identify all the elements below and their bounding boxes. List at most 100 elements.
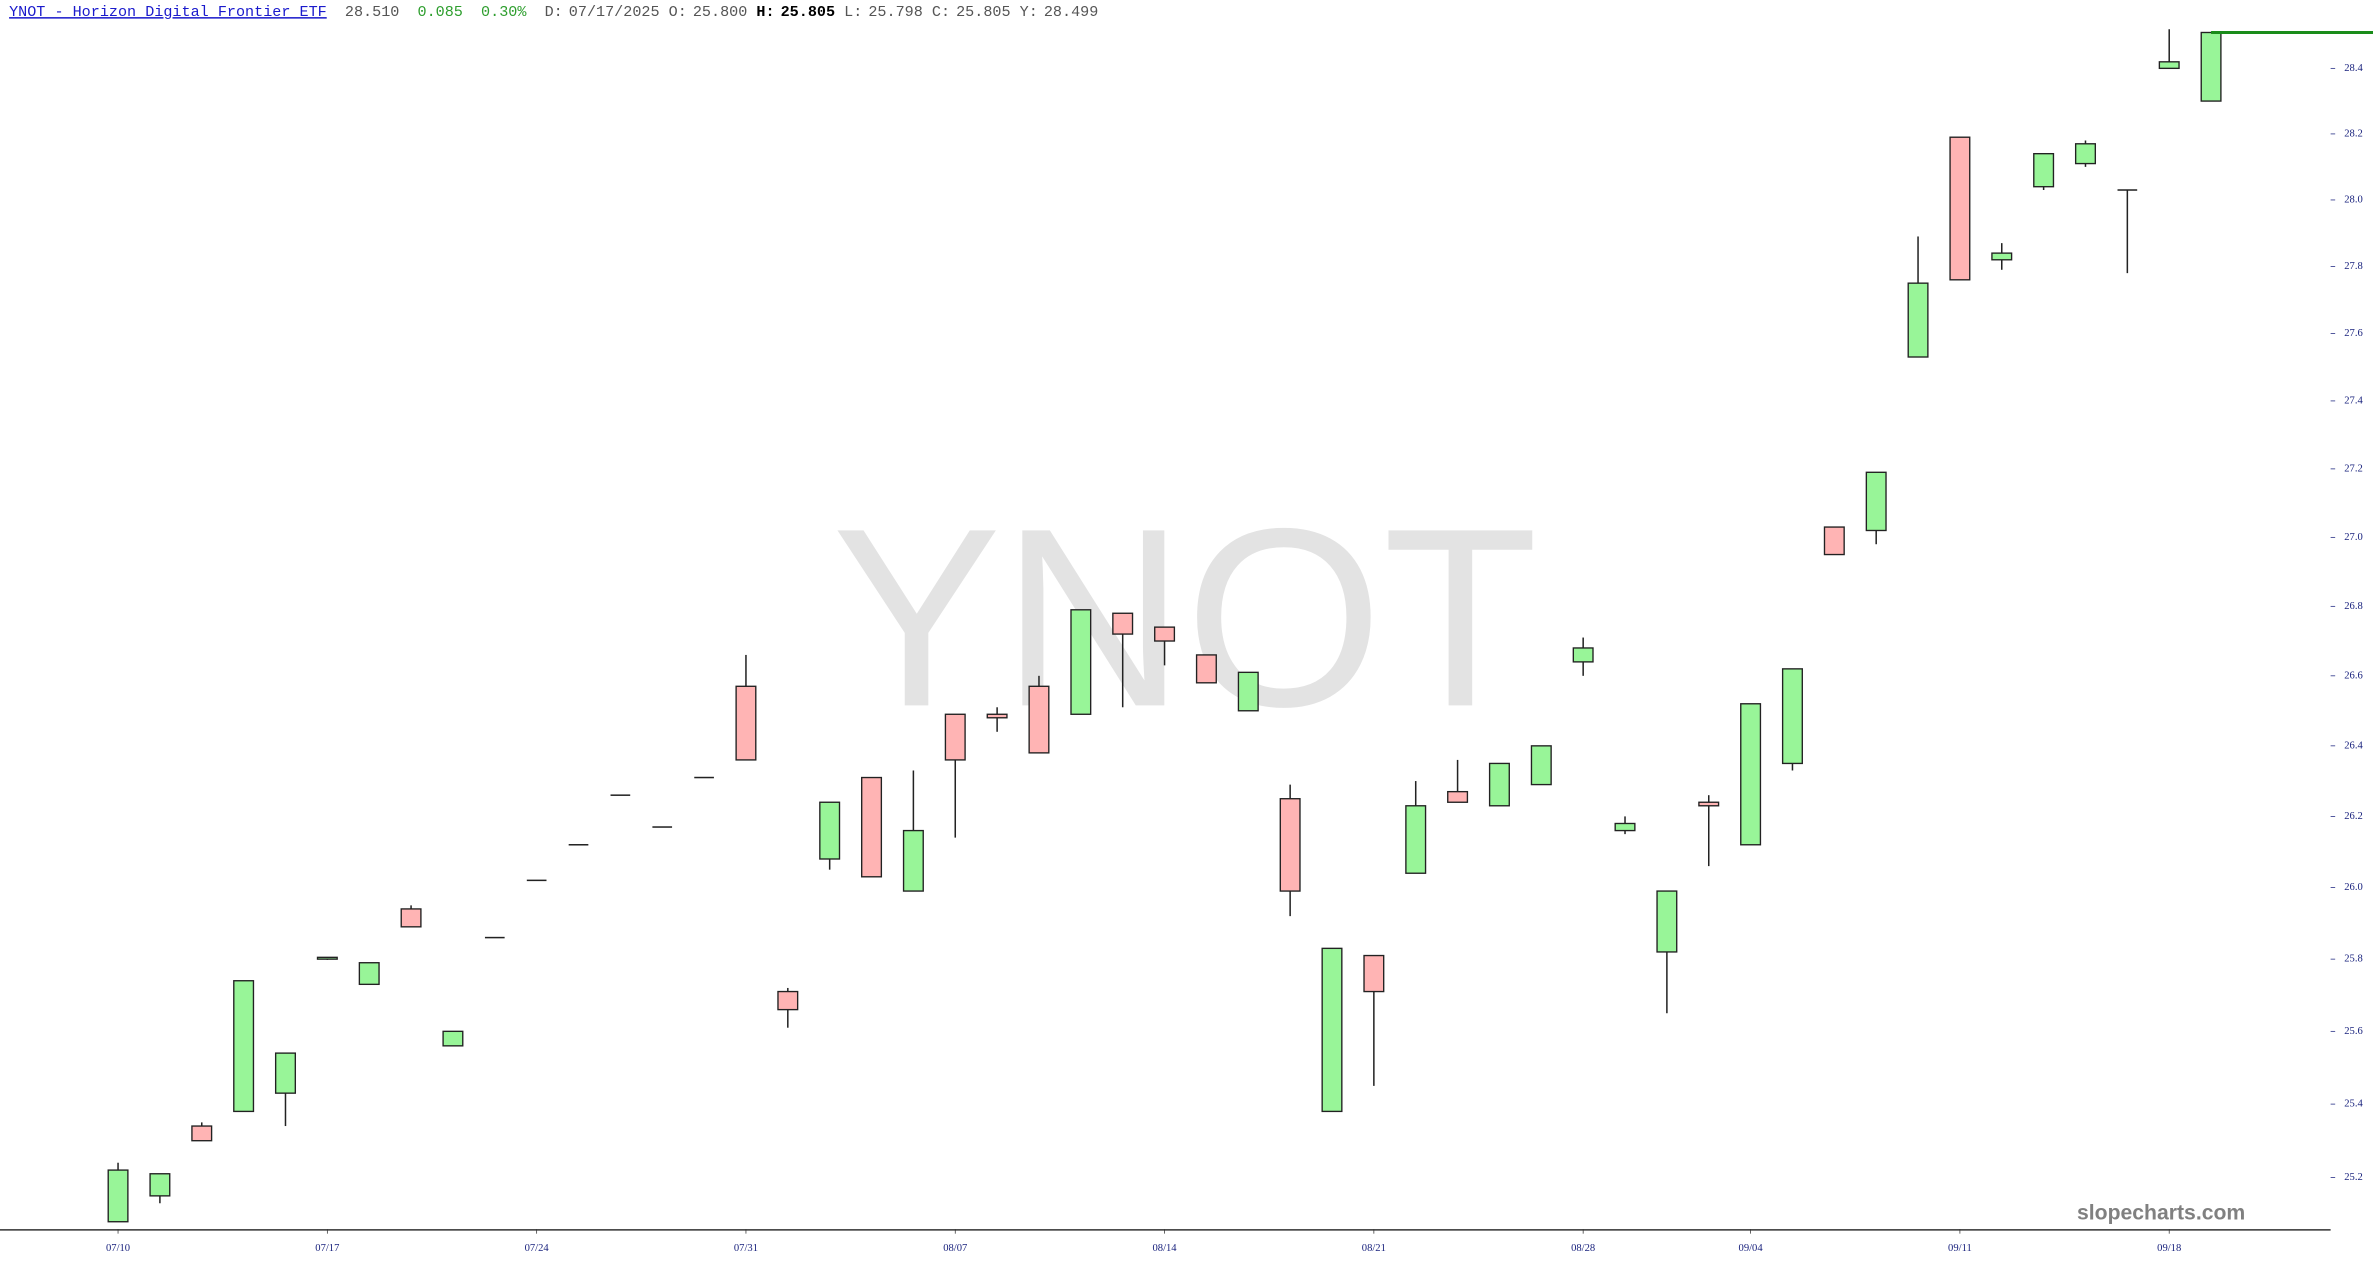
candle-body — [1363, 954, 1385, 993]
hover-value: 28.499 — [1044, 3, 1098, 21]
candle-body — [1991, 252, 2013, 261]
candle-body — [1321, 947, 1343, 1113]
candle-body — [2074, 143, 2097, 165]
x-tick-label: 07/17 — [315, 1243, 339, 1254]
candle-body — [902, 829, 924, 892]
hover-label: O: — [669, 3, 687, 21]
candle-body — [986, 713, 1008, 719]
y-tick-label: 26.4 — [2344, 740, 2363, 751]
y-tick-label: 25.4 — [2344, 1099, 2363, 1110]
hover-value: 25.805 — [781, 3, 835, 21]
candle-body — [107, 1169, 129, 1223]
candle-body — [358, 962, 380, 986]
candle-body — [2117, 189, 2138, 191]
candle-body — [442, 1030, 464, 1047]
x-tick-label: 07/31 — [734, 1243, 758, 1254]
hover-label: D: — [545, 3, 563, 21]
x-tick-label: 09/04 — [1739, 1243, 1764, 1254]
hover-label: H: — [756, 3, 774, 21]
header: YNOT - Horizon Digital Frontier ETF 28.5… — [9, 3, 1098, 21]
hover-value: 25.798 — [868, 3, 922, 21]
candle-body — [1530, 745, 1552, 786]
symbol-link[interactable]: YNOT - Horizon Digital Frontier ETF — [9, 3, 327, 21]
y-tick-label: 27.4 — [2344, 395, 2363, 406]
candle-body — [735, 685, 757, 761]
watermark: YNOT — [832, 475, 1538, 759]
candle-body — [1656, 890, 1678, 953]
candle-body — [1447, 790, 1469, 803]
candle-body — [274, 1052, 297, 1094]
hover-value: 25.805 — [956, 3, 1010, 21]
last-price: 28.510 — [345, 3, 399, 21]
y-tick-label: 26.0 — [2344, 882, 2363, 893]
candle-body — [1237, 671, 1259, 712]
candle-body — [944, 713, 966, 761]
y-tick-label: 27.6 — [2344, 328, 2363, 339]
candle-body — [1698, 801, 1720, 807]
hover-label: C: — [932, 3, 950, 21]
candle-body — [233, 980, 255, 1113]
candle-body — [1195, 654, 1217, 684]
candle-body — [149, 1173, 171, 1197]
candle-body — [568, 844, 589, 846]
x-tick-label: 09/18 — [2157, 1243, 2181, 1254]
x-tick-label: 08/14 — [1153, 1243, 1178, 1254]
y-tick-label: 27.2 — [2344, 463, 2363, 474]
candle-body — [2033, 152, 2055, 188]
x-tick-label: 08/07 — [943, 1243, 967, 1254]
candle-body — [1070, 609, 1092, 715]
candle-body — [1488, 762, 1510, 807]
y-tick-label: 28.4 — [2344, 63, 2363, 74]
y-tick-label: 26.2 — [2344, 811, 2363, 822]
x-tick-label: 08/28 — [1571, 1243, 1595, 1254]
change: 0.085 — [418, 3, 463, 21]
x-tick-label: 09/11 — [1948, 1243, 1972, 1254]
y-tick-label: 27.8 — [2344, 261, 2363, 272]
x-tick-label: 08/21 — [1362, 1243, 1386, 1254]
candle-body — [1028, 685, 1050, 754]
hover-value: 25.800 — [693, 3, 747, 21]
candle-body — [526, 879, 547, 882]
candle-body — [1405, 805, 1427, 874]
candle-body — [484, 936, 505, 939]
y-tick-label: 25.8 — [2344, 954, 2363, 965]
candle-body — [1154, 626, 1176, 642]
candle-body — [819, 801, 841, 860]
candle-body — [400, 908, 422, 928]
y-tick-label: 25.2 — [2344, 1172, 2363, 1183]
candle-body — [2200, 31, 2222, 102]
y-tick-label: 27.0 — [2344, 532, 2363, 543]
candle-body — [1112, 612, 1134, 635]
candle-body — [652, 826, 673, 828]
candle-body — [1823, 526, 1845, 556]
candle-body — [1865, 471, 1887, 532]
x-tick-label: 07/10 — [106, 1243, 130, 1254]
watermark-layer: YNOT — [832, 475, 1538, 759]
candle-body — [191, 1125, 213, 1142]
y-tick-label: 26.8 — [2344, 601, 2363, 612]
y-tick-label: 26.6 — [2344, 670, 2363, 681]
brand: slopecharts.com — [2077, 1202, 2245, 1225]
y-tick-label: 28.0 — [2344, 194, 2363, 205]
x-tick-label: 07/24 — [525, 1243, 550, 1254]
candle-body — [694, 776, 714, 779]
candle-body — [610, 794, 631, 796]
candle-body — [2158, 61, 2180, 70]
hover-value: 07/17/2025 — [569, 3, 660, 21]
y-tick-label: 25.6 — [2344, 1026, 2363, 1037]
candle-body — [1907, 282, 1929, 358]
candle-body — [1740, 703, 1762, 846]
candle-body — [861, 776, 883, 878]
candle-body — [1572, 647, 1594, 663]
candle-body — [316, 956, 338, 960]
change-pct: 0.30% — [481, 3, 527, 21]
hover-label: Y: — [1020, 3, 1038, 21]
candle-body — [1781, 668, 1803, 765]
hover-label: L: — [844, 3, 862, 21]
candle-body — [1279, 798, 1301, 892]
candle-body — [777, 990, 799, 1011]
candle-body — [1614, 822, 1636, 832]
y-tick-label: 28.2 — [2344, 128, 2363, 139]
